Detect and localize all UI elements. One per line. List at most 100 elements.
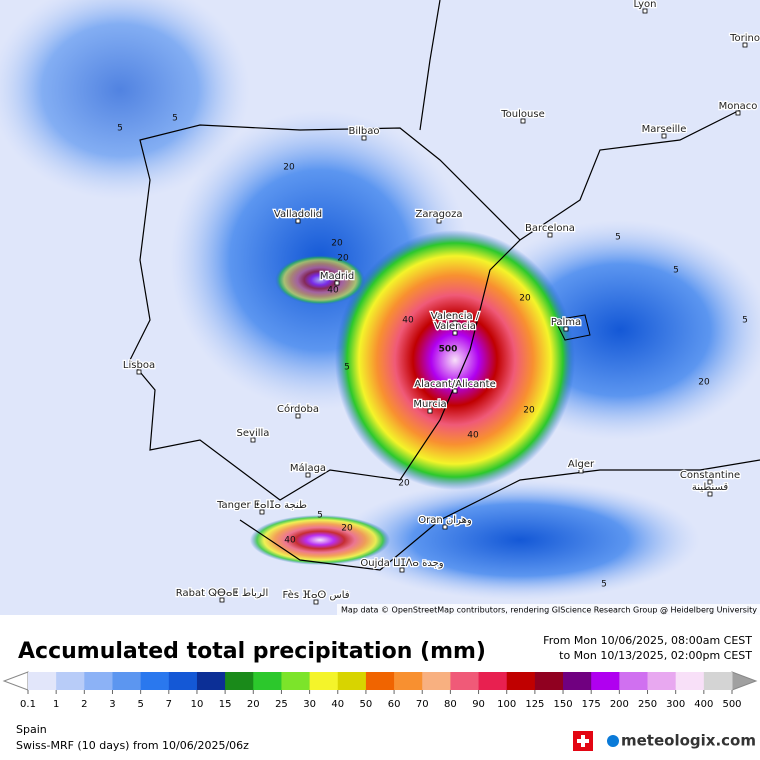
legend-swatch bbox=[337, 672, 367, 690]
rain-area bbox=[0, 0, 250, 200]
legend-tick-label: 400 bbox=[694, 699, 713, 710]
legend-low-end bbox=[2, 671, 29, 691]
contour-label: 5 bbox=[615, 233, 621, 243]
legend-tick-label: 70 bbox=[416, 699, 429, 710]
contour-label: 5 bbox=[317, 511, 323, 521]
legend-tick-label: 80 bbox=[444, 699, 457, 710]
legend-swatch bbox=[450, 672, 480, 690]
city-marker bbox=[295, 218, 301, 224]
date-from: From Mon 10/06/2025, 08:00am CEST bbox=[543, 634, 752, 647]
contour-label: 20 bbox=[283, 163, 295, 173]
contour-label: 5 bbox=[344, 363, 350, 373]
city-label: Oran وهران bbox=[418, 515, 472, 526]
city-marker bbox=[452, 388, 458, 394]
contour-label: 5 bbox=[673, 266, 679, 276]
coastline bbox=[129, 0, 741, 501]
swiss-cross bbox=[577, 735, 589, 747]
city-marker bbox=[136, 369, 142, 375]
legend-tick-label: 2 bbox=[81, 699, 87, 710]
legend-swatch bbox=[534, 672, 564, 690]
legend-tick-label: 125 bbox=[525, 699, 544, 710]
legend-tick-label: 3 bbox=[109, 699, 115, 710]
city-label: Murcia bbox=[413, 399, 446, 410]
contour-label: 40 bbox=[467, 431, 479, 441]
city-label: قسنطينة bbox=[692, 482, 729, 493]
island bbox=[554, 314, 591, 341]
city-label: Valladolid bbox=[274, 209, 322, 220]
legend-swatch bbox=[394, 672, 423, 690]
legend-tick-label: 10 bbox=[191, 699, 204, 710]
city-label: Monaco bbox=[719, 101, 758, 112]
city-marker bbox=[427, 408, 433, 414]
city-marker bbox=[334, 280, 340, 286]
legend-swatch bbox=[225, 672, 254, 690]
city-label: Bilbao bbox=[348, 126, 379, 137]
city-marker bbox=[707, 491, 713, 497]
city-marker bbox=[563, 326, 569, 332]
legend-tick-label: 25 bbox=[275, 699, 288, 710]
legend-swatch bbox=[168, 672, 198, 690]
legend-swatch bbox=[647, 672, 677, 690]
city-marker bbox=[661, 133, 667, 139]
city-label: Toulouse bbox=[500, 109, 544, 120]
title: Accumulated total precipitation (mm) bbox=[18, 639, 486, 664]
legend-tick-label: 90 bbox=[472, 699, 485, 710]
city-label: Madrid bbox=[320, 271, 354, 282]
contour-label: 20 bbox=[337, 254, 349, 264]
city-label: Zaragoza bbox=[415, 209, 462, 220]
contour-label: 20 bbox=[519, 294, 531, 304]
rain-core bbox=[275, 255, 365, 305]
city-marker bbox=[219, 597, 225, 603]
city-label: Fès ⴼⴰⵙ فاس bbox=[282, 589, 349, 601]
city-label: Constantine bbox=[680, 470, 740, 481]
attribution: Map data © OpenStreetMap contributors, r… bbox=[341, 606, 757, 615]
contour-label: 20 bbox=[331, 239, 343, 249]
legend-tick-label: 60 bbox=[388, 699, 401, 710]
map: Lyon Torino Monaco Toulouse Marseille Bilbao Z… bbox=[0, 0, 760, 615]
legend-tick-label: 300 bbox=[666, 699, 685, 710]
legend-tick-label: 500 bbox=[722, 699, 741, 710]
legend-tick-label: 200 bbox=[610, 699, 629, 710]
coastline bbox=[239, 459, 760, 571]
contour-label: 20 bbox=[698, 378, 710, 388]
contour-label: 5 bbox=[601, 580, 607, 590]
model: Swiss-MRF (10 days) from 10/06/2025/06z bbox=[16, 739, 249, 752]
city-marker bbox=[399, 567, 405, 573]
contour-label: 5 bbox=[117, 124, 123, 134]
city-marker bbox=[361, 135, 367, 141]
contour-label: 40 bbox=[402, 316, 414, 326]
city-label: Rabat ⵕⴱⴰⵟ الرباط bbox=[176, 588, 268, 599]
legend-tick-label: 100 bbox=[497, 699, 516, 710]
legend-tick-label: 30 bbox=[303, 699, 316, 710]
legend-swatch bbox=[253, 672, 282, 690]
legend-tick-label: 1 bbox=[53, 699, 59, 710]
contour-label: 40 bbox=[284, 536, 296, 546]
city-label: Palma bbox=[551, 317, 581, 328]
contour-label: 5 bbox=[742, 316, 748, 326]
legend-tick-label: 50 bbox=[360, 699, 373, 710]
legend-swatch bbox=[196, 672, 226, 690]
legend-swatch bbox=[619, 672, 649, 690]
legend-swatch bbox=[56, 672, 85, 690]
legend-swatch bbox=[28, 672, 57, 690]
contour-label: 5 bbox=[172, 114, 178, 124]
logo-icon bbox=[607, 735, 619, 747]
legend-swatch bbox=[563, 672, 592, 690]
city-marker bbox=[707, 479, 713, 485]
legend-tick-label: 40 bbox=[331, 699, 344, 710]
legend-swatch bbox=[365, 672, 395, 690]
date-to: to Mon 10/13/2025, 02:00pm CEST bbox=[559, 649, 752, 662]
city-marker bbox=[642, 8, 648, 14]
city-marker bbox=[250, 437, 256, 443]
city-label: Málaga bbox=[290, 462, 326, 474]
city-label: Lyon bbox=[633, 0, 656, 10]
city-label: Torino bbox=[729, 33, 760, 44]
city-label: Oujda ⵡⵊⴷⴰ وجدة bbox=[360, 558, 443, 569]
rain-core bbox=[250, 515, 390, 565]
city-marker bbox=[578, 468, 584, 474]
city-label: Alacant/Alicante bbox=[414, 379, 495, 390]
city-label: Marseille bbox=[642, 124, 687, 135]
rain-area bbox=[340, 480, 700, 600]
city-marker bbox=[547, 232, 553, 238]
